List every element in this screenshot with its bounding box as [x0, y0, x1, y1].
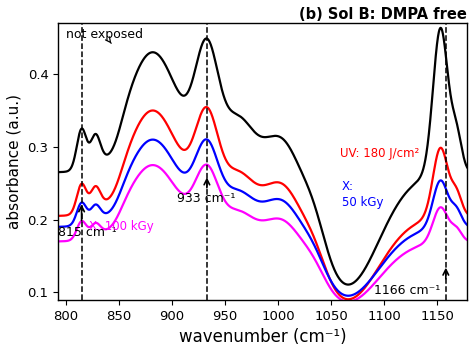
Text: not exposed: not exposed	[66, 28, 143, 43]
Text: 933 cm⁻¹: 933 cm⁻¹	[177, 192, 236, 205]
Text: X: 100 kGy: X: 100 kGy	[89, 220, 154, 233]
Text: 815 cm⁻¹: 815 cm⁻¹	[58, 226, 117, 239]
Text: 1166 cm⁻¹: 1166 cm⁻¹	[374, 284, 440, 297]
Text: X:
50 kGy: X: 50 kGy	[342, 180, 383, 209]
X-axis label: wavenumber (cm⁻¹): wavenumber (cm⁻¹)	[179, 328, 346, 346]
Text: UV: 180 J/cm²: UV: 180 J/cm²	[340, 147, 419, 160]
Text: (b) Sol B: DMPA free: (b) Sol B: DMPA free	[299, 7, 467, 22]
Y-axis label: absorbance (a.u.): absorbance (a.u.)	[7, 94, 22, 229]
